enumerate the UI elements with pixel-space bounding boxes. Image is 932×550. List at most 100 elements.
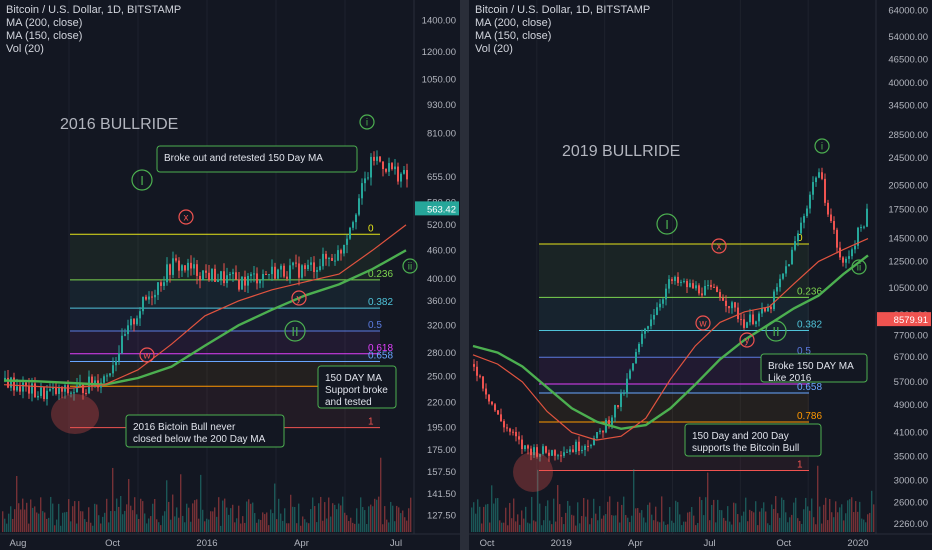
volume-bar (563, 524, 565, 532)
volume-bar (124, 510, 126, 532)
price-tick-label: 5700.00 (894, 377, 928, 388)
candle-body (785, 266, 787, 274)
volume-bar (721, 510, 723, 532)
candle-body (746, 322, 748, 328)
time-tick-label: 2019 (551, 538, 572, 549)
volume-bar (224, 498, 226, 532)
wave-label: y (297, 294, 302, 305)
volume-bar (104, 512, 106, 532)
price-tick-label: 40000.00 (888, 78, 928, 89)
candle-body (22, 382, 24, 392)
volume-bar (733, 502, 735, 532)
volume-bar (589, 524, 591, 532)
volume-bar (306, 522, 308, 532)
volume-bar (643, 517, 645, 532)
volume-bar (166, 480, 168, 532)
candle-body (695, 285, 697, 289)
price-tick-label: 2600.00 (894, 497, 928, 508)
time-tick-label: Oct (105, 538, 120, 549)
volume-bar (122, 514, 124, 532)
candle-body (277, 269, 279, 279)
volume-bar (274, 483, 276, 532)
volume-bar (212, 511, 214, 532)
candle-body (133, 318, 135, 325)
candle-body (265, 273, 267, 275)
volume-bar (867, 514, 869, 532)
volume-bar (82, 511, 84, 532)
candle-body (620, 393, 622, 407)
candle-body (836, 229, 838, 248)
volume-bar (767, 523, 769, 532)
candle-body (584, 445, 586, 451)
time-tick-label: Jul (704, 538, 716, 549)
wave-marker (711, 238, 727, 254)
volume-bar (557, 485, 559, 532)
fib-label: 1 (368, 417, 374, 428)
volume-bar (380, 457, 382, 532)
volume-bar (130, 505, 132, 532)
fib-label: 0.658 (797, 382, 822, 393)
volume-bar (637, 508, 639, 532)
volume-bar (797, 518, 799, 532)
volume-bar (186, 503, 188, 532)
candle-body (286, 276, 288, 279)
price-tick-label: 17500.00 (888, 205, 928, 216)
volume-bar (8, 513, 10, 532)
annotation-text: 150 DAY MA (325, 373, 382, 384)
candle-body (800, 222, 802, 234)
volume-bar (581, 516, 583, 532)
candle-body (202, 270, 204, 281)
volume-bar (739, 522, 741, 532)
candle-body (602, 430, 604, 433)
volume-bar (603, 515, 605, 532)
volume-bar (114, 511, 116, 532)
fib-zone (539, 297, 809, 331)
volume-bar (60, 525, 62, 532)
volume-bar (687, 512, 689, 532)
volume-bar (236, 518, 238, 532)
annotation-text: Like 2016 (768, 373, 812, 384)
volume-bar (857, 511, 859, 532)
volume-bar (248, 499, 250, 532)
volume-bar (693, 515, 695, 532)
volume-bar (44, 512, 46, 532)
bullride-label: 2019 BULLRIDE (562, 143, 680, 160)
volume-bar (76, 523, 78, 532)
volume-bar (765, 511, 767, 532)
candle-body (25, 382, 27, 386)
wave-marker (178, 209, 194, 225)
candle-body (10, 377, 12, 388)
candle-body (479, 375, 481, 377)
volume-bar (338, 503, 340, 532)
volume-bar (749, 509, 751, 532)
candle-body (370, 156, 372, 178)
low-highlight (51, 394, 99, 434)
candle-body (752, 314, 754, 325)
volume-bar (192, 503, 194, 532)
price-tick-label: 360.00 (427, 296, 456, 307)
volume-bar (811, 498, 813, 532)
price-tick-label: 64000.00 (888, 6, 928, 17)
volume-bar (202, 509, 204, 532)
candle-body (713, 286, 715, 288)
candle-body (208, 272, 210, 280)
annotation-box (317, 365, 397, 409)
volume-bar (378, 496, 380, 532)
candle-body (578, 441, 580, 451)
candle-body (545, 446, 547, 453)
candle-body (145, 296, 147, 300)
volume-bar (72, 506, 74, 532)
volume-bar (220, 525, 222, 532)
candle-body (575, 441, 577, 452)
candle-body (476, 366, 478, 376)
volume-bar (78, 501, 80, 532)
volume-bar (707, 472, 709, 532)
candle-body (668, 279, 670, 289)
volume-bar (727, 506, 729, 532)
candle-body (109, 373, 111, 376)
volume-bar (272, 513, 274, 532)
volume-bar (837, 512, 839, 532)
time-tick-label: 2020 (847, 538, 868, 549)
volume-bar (719, 510, 721, 532)
volume-bar (629, 522, 631, 532)
